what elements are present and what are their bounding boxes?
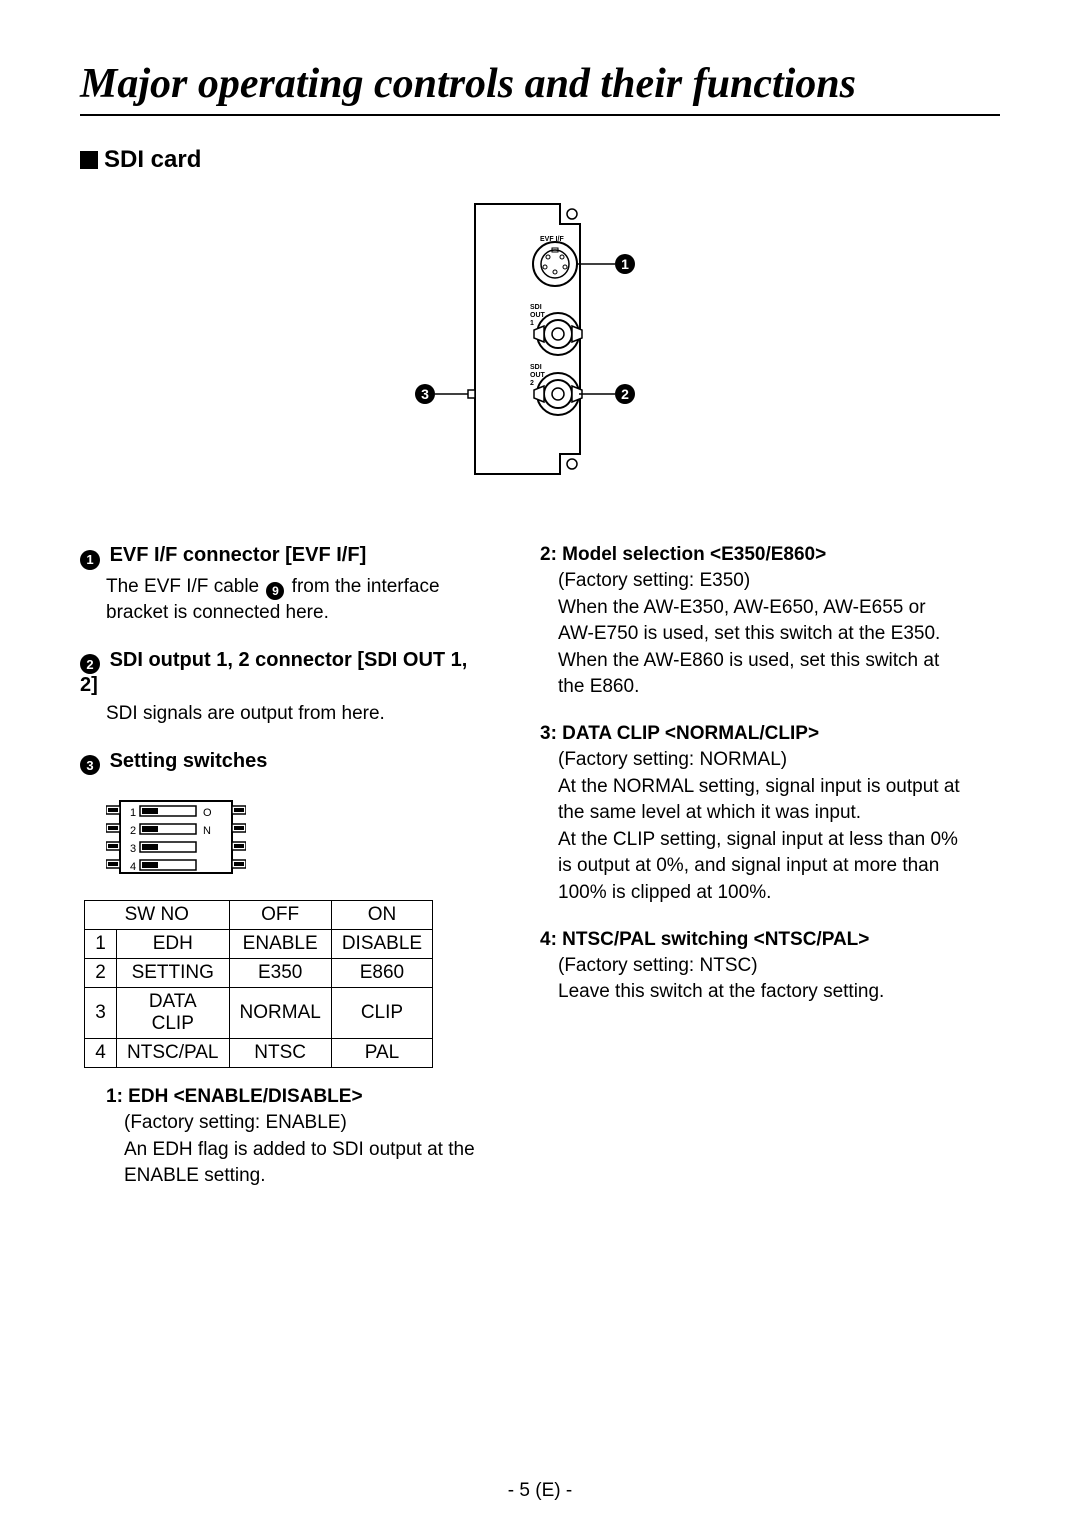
svg-text:1: 1 [530,320,534,327]
th-off: OFF [229,901,331,930]
switch-desc-ntsc: 4: NTSC/PAL switching <NTSC/PAL> (Factor… [540,929,960,1006]
cell: PAL [331,1039,432,1068]
th-swno: SW NO [85,901,230,930]
clip-body: (Factory setting: NORMAL)At the NORMAL s… [558,747,960,907]
ntsc-title: 4: NTSC/PAL switching <NTSC/PAL> [540,929,960,951]
marker-3-icon: 3 [80,755,100,775]
svg-text:2: 2 [621,386,629,402]
item-switches-title: Setting switches [110,750,268,772]
cell: 1 [85,930,117,959]
cell: NTSC [229,1039,331,1068]
cell: ENABLE [229,930,331,959]
table-row: 4 NTSC/PAL NTSC PAL [85,1039,433,1068]
marker-2-icon: 2 [80,654,100,674]
cell: 4 [85,1039,117,1068]
cell: 3 [85,988,117,1039]
svg-text:1: 1 [621,256,629,272]
subtitle-row: SDI card [80,146,1000,174]
switch-desc-edh: 1: EDH <ENABLE/DISABLE> (Factory setting… [106,1086,480,1190]
svg-text:SDI: SDI [530,364,542,371]
table-row: 1 EDH ENABLE DISABLE [85,930,433,959]
svg-text:O: O [203,807,212,819]
cell: NTSC/PAL [117,1039,230,1068]
sdi-card-diagram: EVF I/F 1 SDI OUT 1 SDI OUT 2 [80,194,1000,494]
ntsc-body: (Factory setting: NTSC)Leave this switch… [558,953,960,1006]
cell: 2 [85,959,117,988]
clip-title: 3: DATA CLIP <NORMAL/CLIP> [540,723,960,745]
marker-1-icon: 1 [80,550,100,570]
evf-body-pre: The EVF I/F cable [106,576,264,597]
marker-9-icon: 9 [266,582,284,600]
page-number: - 5 (E) - [0,1480,1080,1502]
svg-text:3: 3 [421,386,429,402]
cell: DISABLE [331,930,432,959]
table-row: 2 SETTING E350 E860 [85,959,433,988]
svg-text:2: 2 [130,825,136,837]
table-row: 3 DATA CLIP NORMAL CLIP [85,988,433,1039]
svg-text:2: 2 [530,380,534,387]
svg-text:3: 3 [130,843,136,855]
edh-body: (Factory setting: ENABLE)An EDH flag is … [124,1110,480,1190]
item-evf-title: EVF I/F connector [EVF I/F] [110,544,367,566]
cell: SETTING [117,959,230,988]
item-evf: 1 EVF I/F connector [EVF I/F] The EVF I/… [80,544,480,627]
square-bullet-icon [80,151,98,169]
svg-text:SDI: SDI [530,304,542,311]
dip-switch-diagram: 1 O 2 N [106,797,480,882]
cell: DATA CLIP [117,988,230,1039]
item-sdi: 2 SDI output 1, 2 connector [SDI OUT 1, … [80,649,480,728]
switch-table: SW NO OFF ON 1 EDH ENABLE DISABLE 2 SETT… [84,900,433,1068]
item-sdi-title: SDI output 1, 2 connector [SDI OUT 1, 2] [80,649,467,697]
cell: CLIP [331,988,432,1039]
item-evf-body: The EVF I/F cable 9 from the interface b… [106,574,480,627]
model-title: 2: Model selection <E350/E860> [540,544,960,566]
model-body: (Factory setting: E350)When the AW-E350,… [558,568,960,701]
item-sdi-body: SDI signals are output from here. [106,701,480,728]
svg-text:N: N [203,825,211,837]
page-title: Major operating controls and their funct… [80,60,1000,116]
subtitle: SDI card [104,146,201,174]
cell: E350 [229,959,331,988]
cell: NORMAL [229,988,331,1039]
svg-text:4: 4 [130,861,136,873]
switch-desc-model: 2: Model selection <E350/E860> (Factory … [540,544,960,701]
right-column: 2: Model selection <E350/E860> (Factory … [540,544,960,1212]
diagram-svg: EVF I/F 1 SDI OUT 1 SDI OUT 2 [380,194,700,494]
cell: EDH [117,930,230,959]
th-on: ON [331,901,432,930]
content-columns: 1 EVF I/F connector [EVF I/F] The EVF I/… [80,544,1000,1212]
left-column: 1 EVF I/F connector [EVF I/F] The EVF I/… [80,544,480,1212]
item-switches: 3 Setting switches [80,750,480,776]
switch-desc-clip: 3: DATA CLIP <NORMAL/CLIP> (Factory sett… [540,723,960,907]
cell: E860 [331,959,432,988]
svg-text:1: 1 [130,807,136,819]
edh-title: 1: EDH <ENABLE/DISABLE> [106,1086,480,1108]
table-header-row: SW NO OFF ON [85,901,433,930]
dip-svg: 1 O 2 N [106,797,246,877]
